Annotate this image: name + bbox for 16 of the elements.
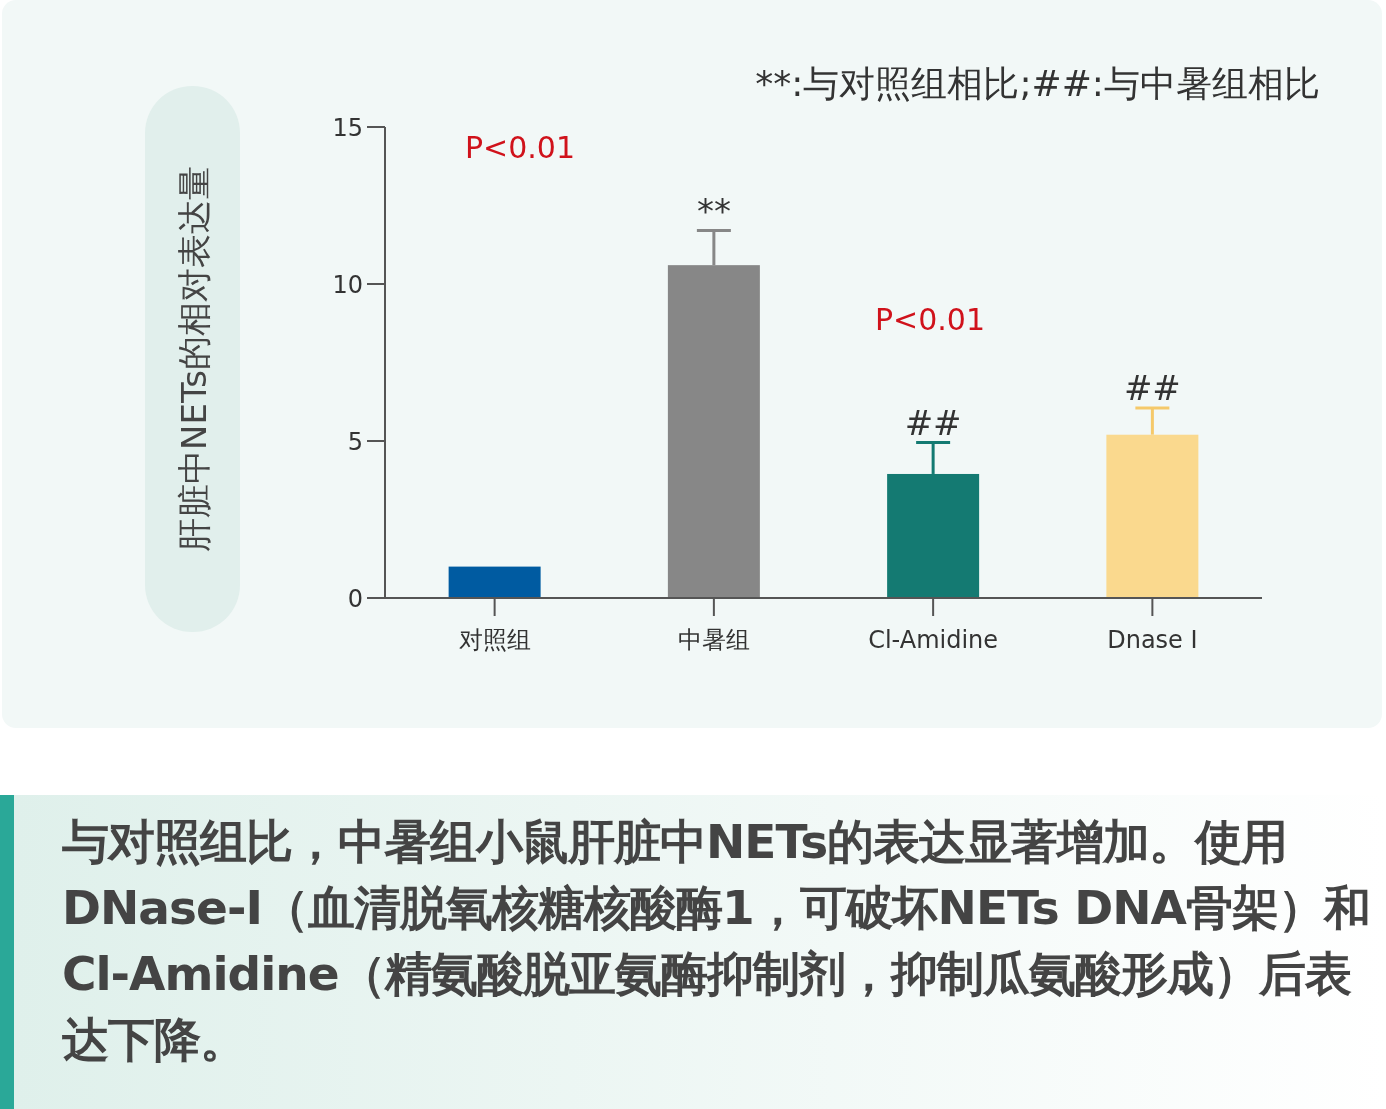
xtick: 中暑组 xyxy=(677,626,750,654)
annotation: ** xyxy=(696,190,731,231)
ytick: 5 xyxy=(347,428,363,456)
annotation: P<0.01 xyxy=(875,302,985,337)
note: **:与对照组相比;##:与中暑组相比 xyxy=(755,63,1320,104)
xtick: Cl-Amidine xyxy=(868,626,999,654)
annotation: P<0.01 xyxy=(465,130,575,165)
ytick: 0 xyxy=(347,585,363,613)
ylabel: 肝脏中NETs的相对表达量 xyxy=(174,166,214,552)
annotation: ## xyxy=(1123,368,1181,409)
annotation: ## xyxy=(904,402,962,443)
text: 与对照组比，中暑组小鼠肝脏中NETs的表达显著增加。使用DNase-I（血清脱氧核糖核酸酶1，可破坏NETs DNA骨架）和Cl-Amidine（精氨酸脱亚氨酶抑制剂，抑制瓜氨酸形成）后表达下降。 xyxy=(0,795,1386,1109)
ytick: 10 xyxy=(332,271,363,299)
xtick: Dnase I xyxy=(1107,626,1198,654)
ytick: 15 xyxy=(332,114,363,142)
xtick: 对照组 xyxy=(458,626,531,654)
